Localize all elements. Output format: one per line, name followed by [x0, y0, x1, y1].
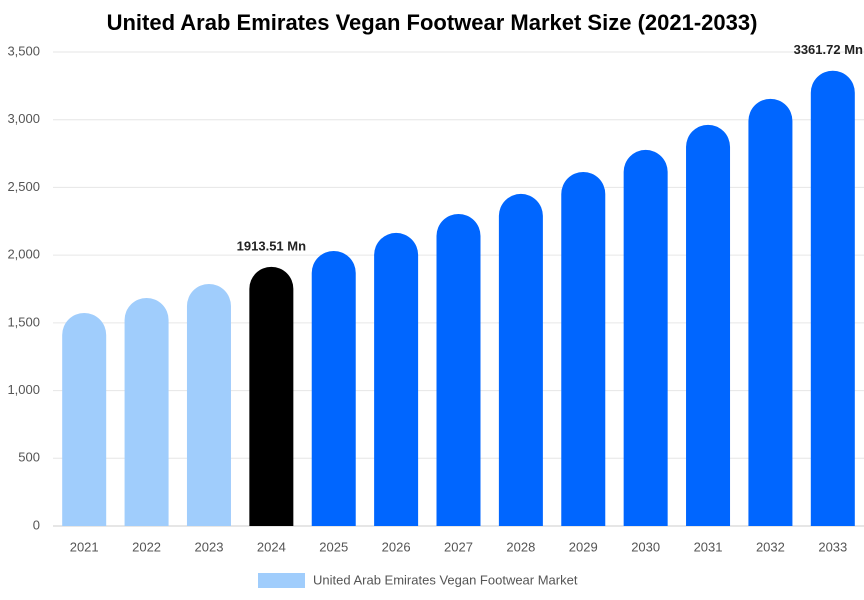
y-tick-label: 1,500: [7, 314, 40, 329]
x-tick-label: 2025: [319, 539, 348, 554]
x-tick-label: 2030: [631, 539, 660, 554]
x-tick-label: 2027: [444, 539, 473, 554]
y-tick-label: 0: [33, 517, 40, 532]
bar: [186, 283, 231, 526]
bar: [249, 266, 294, 526]
x-tick-label: 2032: [756, 539, 785, 554]
x-tick-label: 2026: [382, 539, 411, 554]
bar: [124, 297, 169, 526]
y-tick-label: 3,000: [7, 111, 40, 126]
chart-title: United Arab Emirates Vegan Footwear Mark…: [107, 10, 758, 35]
y-tick-label: 500: [18, 450, 40, 465]
value-label: 1913.51 Mn: [237, 238, 306, 253]
y-tick-label: 2,500: [7, 179, 40, 194]
x-tick-label: 2024: [257, 539, 286, 554]
bar: [748, 98, 793, 527]
x-tick-label: 2022: [132, 539, 161, 554]
x-tick-label: 2029: [569, 539, 598, 554]
bar: [436, 213, 481, 526]
x-tick-label: 2031: [694, 539, 723, 554]
bar: [498, 193, 543, 526]
bar: [561, 171, 606, 526]
x-tick-label: 2021: [70, 539, 99, 554]
x-tick-label: 2033: [818, 539, 847, 554]
y-tick-label: 2,000: [7, 247, 40, 262]
x-tick-label: 2028: [506, 539, 535, 554]
bar: [311, 250, 356, 527]
bar: [686, 124, 731, 526]
y-tick-label: 1,000: [7, 382, 40, 397]
legend-label: United Arab Emirates Vegan Footwear Mark…: [313, 572, 578, 587]
x-tick-label: 2023: [195, 539, 224, 554]
bar: [623, 149, 668, 526]
bar: [62, 312, 107, 526]
bar: [810, 70, 855, 527]
y-tick-label: 3,500: [7, 43, 40, 58]
legend-swatch: [258, 573, 305, 588]
bar: [374, 232, 419, 526]
value-label: 3361.72 Mn: [794, 42, 863, 57]
